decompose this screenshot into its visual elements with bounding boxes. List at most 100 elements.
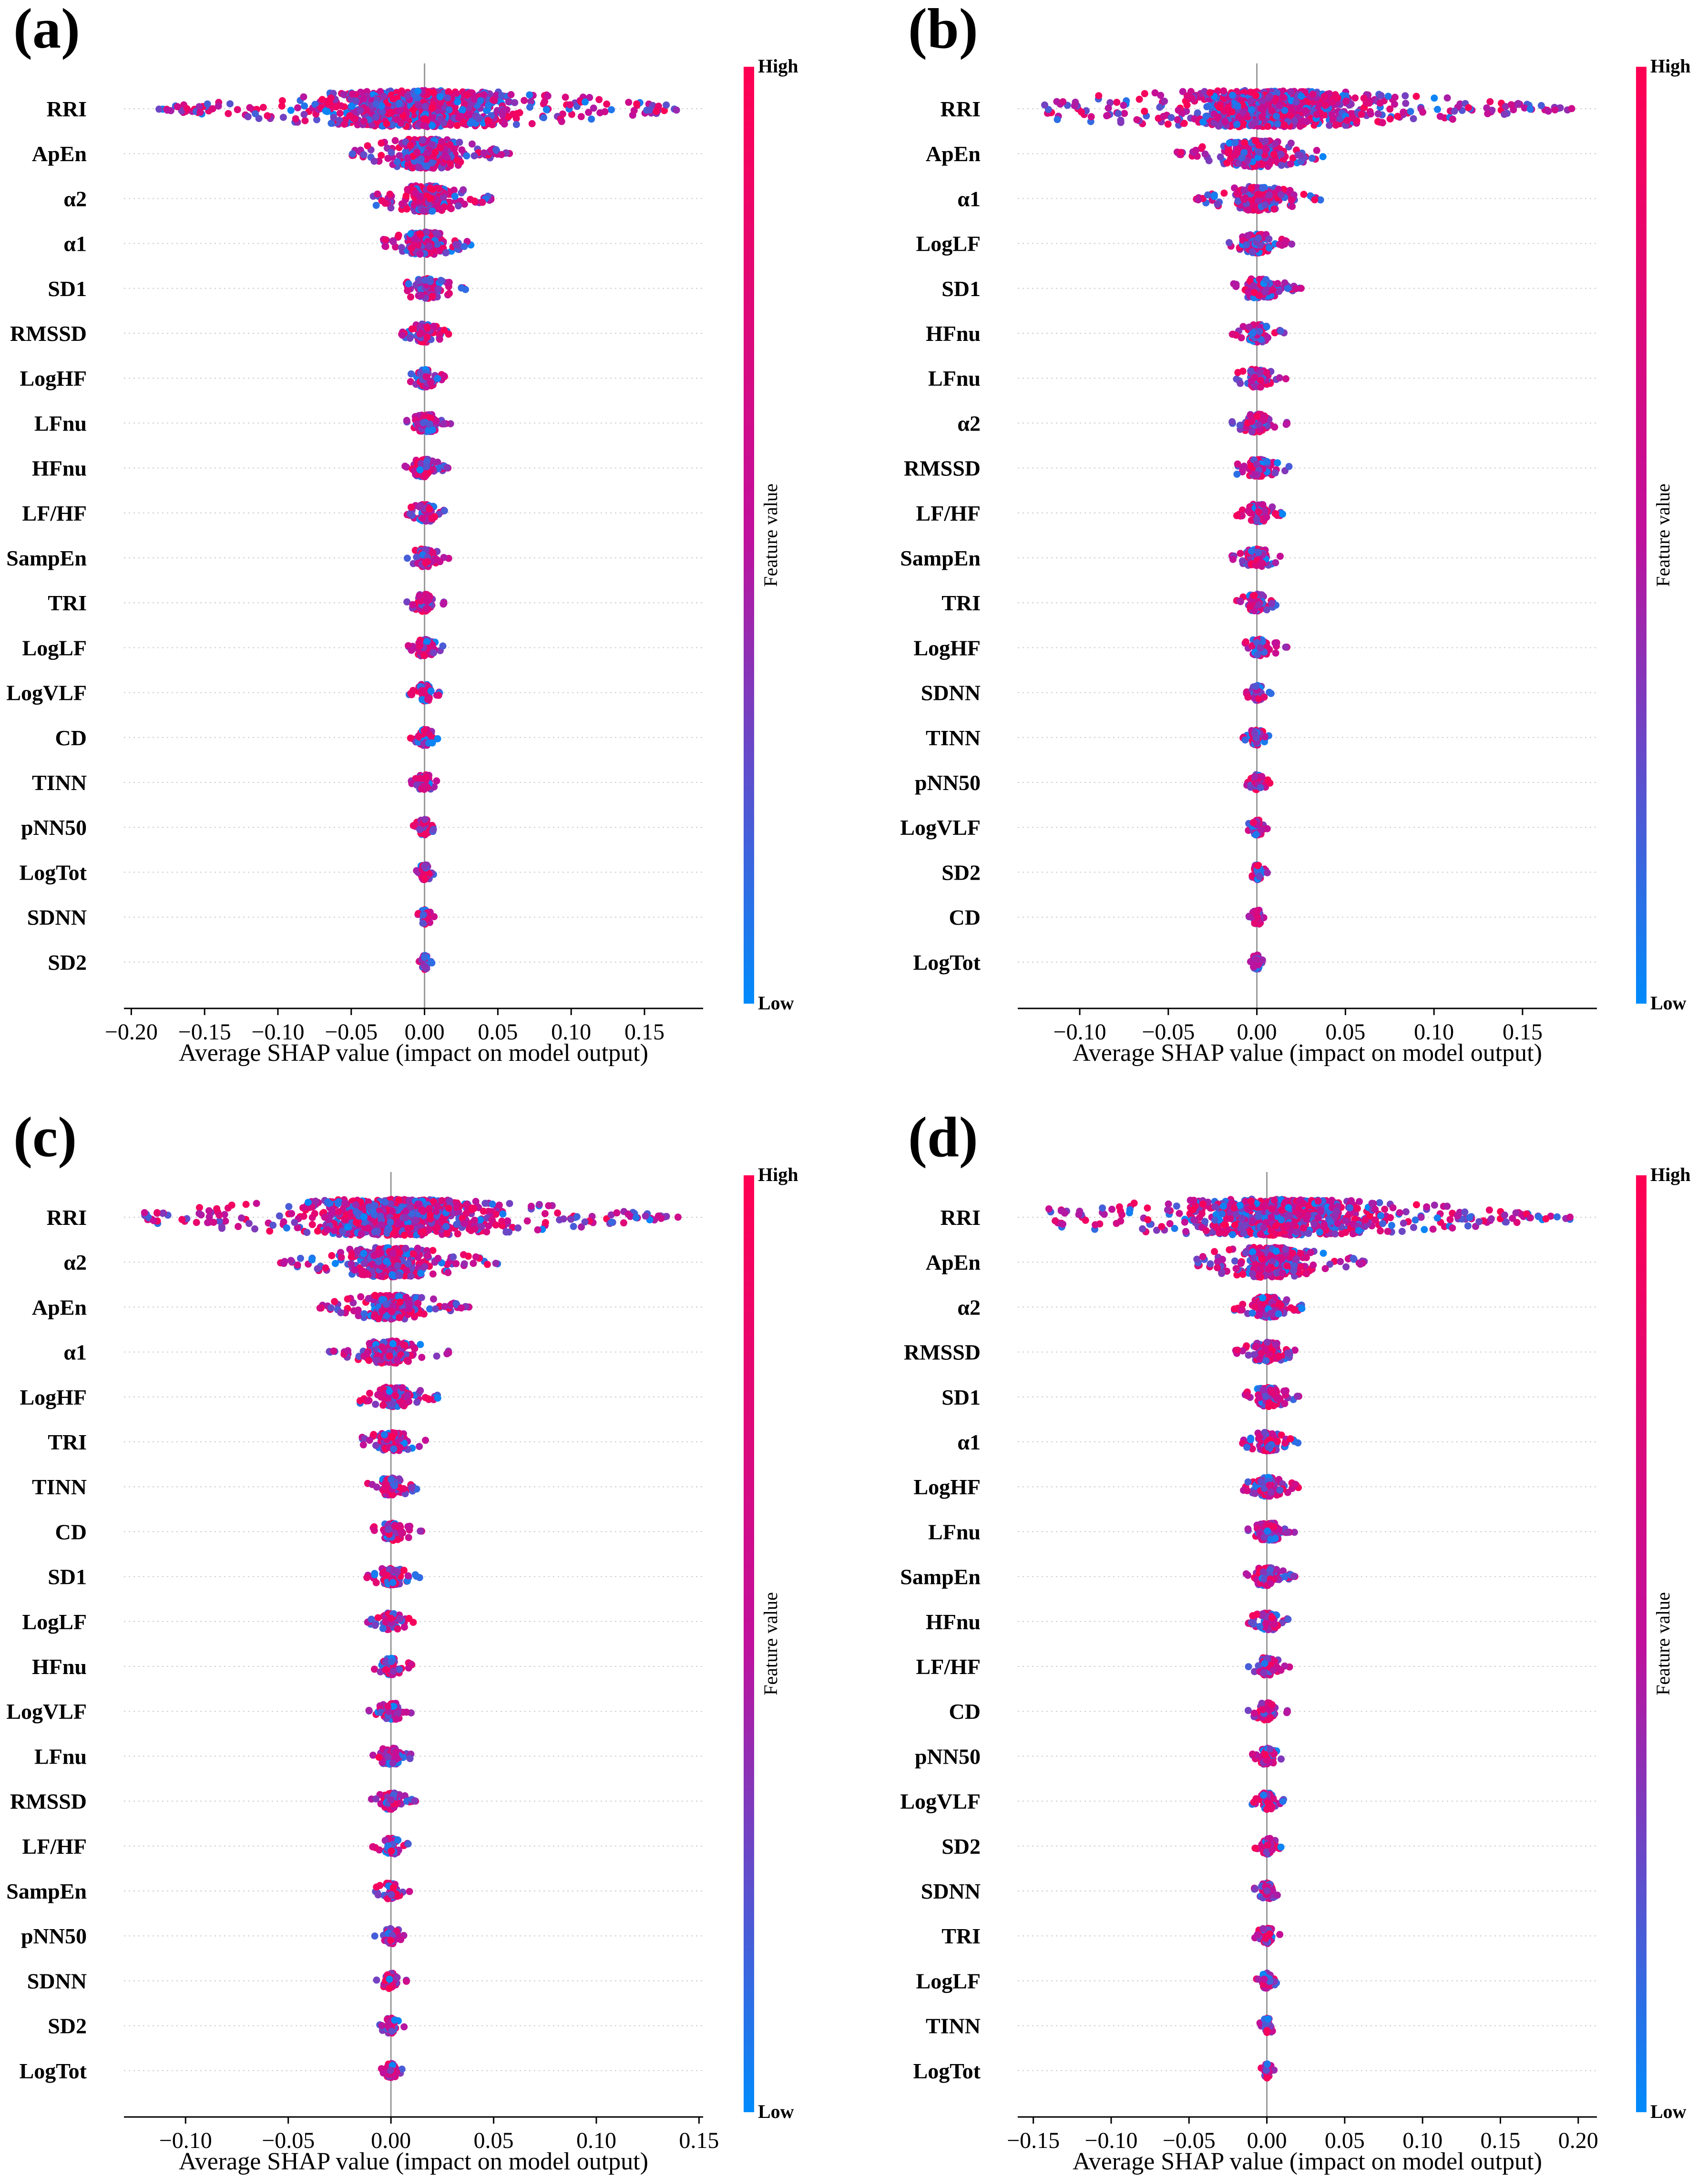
shap-point — [348, 150, 356, 158]
shap-point — [244, 113, 252, 121]
shap-point — [391, 137, 399, 144]
shap-point — [413, 554, 420, 561]
shap-point — [573, 103, 581, 110]
colorbar — [744, 67, 754, 1004]
shap-point — [389, 237, 397, 245]
shap-point — [1281, 240, 1289, 248]
shap-point — [427, 687, 435, 695]
shap-point — [445, 106, 453, 113]
shap-point — [470, 95, 478, 103]
shap-point — [1220, 189, 1228, 197]
shap-point — [426, 505, 433, 513]
shap-point — [434, 285, 442, 293]
shap-point — [326, 98, 333, 106]
shap-point — [420, 652, 428, 659]
beeswarm-points — [155, 87, 680, 973]
shap-point — [499, 111, 506, 118]
shap-point — [1231, 139, 1239, 146]
shap-point — [1320, 93, 1328, 100]
shap-point — [413, 149, 421, 156]
shap-point — [364, 142, 371, 150]
shap-point — [1059, 98, 1067, 105]
feature-label: CD — [55, 726, 87, 750]
shap-point — [484, 117, 492, 124]
shap-point — [278, 97, 286, 104]
shap-point — [507, 91, 515, 98]
shap-point — [1300, 191, 1308, 198]
shap-point — [446, 141, 454, 148]
shap-point — [348, 90, 356, 98]
shap-point — [1239, 109, 1247, 116]
shap-point — [454, 98, 461, 106]
shap-point — [1334, 94, 1341, 102]
shap-point — [416, 592, 423, 599]
shap-point — [380, 92, 388, 100]
shap-point — [421, 875, 429, 883]
shap-point — [1103, 112, 1111, 120]
shap-point — [1451, 107, 1458, 115]
shap-point — [381, 199, 389, 207]
shap-point — [479, 198, 486, 206]
shap-point — [252, 110, 259, 117]
shap-point — [456, 138, 463, 146]
feature-label: α1 — [63, 232, 87, 256]
shap-point — [424, 558, 431, 565]
shap-point — [340, 91, 348, 98]
shap-point — [427, 414, 435, 422]
shap-point — [440, 420, 448, 428]
shap-point — [1277, 150, 1285, 158]
feature-label: LogVLF — [900, 815, 981, 840]
shap-point — [558, 118, 565, 125]
shap-point — [431, 148, 439, 156]
shap-point — [1183, 101, 1191, 109]
shap-point — [1120, 102, 1127, 109]
shap-point — [416, 466, 424, 473]
shap-point — [1255, 234, 1262, 242]
shap-point — [352, 97, 360, 105]
shap-point — [226, 100, 234, 108]
shap-point — [422, 228, 430, 236]
shap-point — [428, 141, 436, 148]
shap-point — [421, 782, 429, 790]
shap-point — [1226, 106, 1233, 114]
shap-point — [540, 114, 547, 122]
shap-point — [1537, 102, 1545, 109]
shap-point — [1303, 118, 1310, 125]
shap-point — [451, 193, 459, 200]
shap-point — [1248, 106, 1255, 113]
shap-point — [1278, 162, 1285, 169]
shap-point — [1252, 92, 1260, 99]
shap-point — [1277, 191, 1285, 198]
shap-point — [1384, 92, 1392, 100]
panel-letter: (b) — [908, 0, 978, 60]
shap-point — [1321, 102, 1329, 109]
shap-point — [421, 963, 429, 970]
shap-point — [457, 158, 464, 166]
shap-point — [440, 600, 447, 608]
feature-label: LogLF — [916, 232, 981, 256]
shap-point — [423, 333, 431, 341]
feature-label: LogHF — [913, 636, 981, 660]
feature-label: CD — [949, 905, 981, 930]
shap-point — [393, 116, 400, 123]
shap-point — [422, 471, 430, 479]
shap-point — [407, 142, 414, 149]
feature-label: RMSSD — [904, 456, 981, 481]
shap-point — [588, 115, 595, 123]
feature-label: LFnu — [34, 411, 87, 435]
shap-point — [1484, 110, 1492, 117]
shap-point — [183, 105, 191, 113]
shap-point — [246, 104, 254, 112]
shap-point — [452, 90, 460, 97]
shap-point — [382, 236, 389, 244]
shap-point — [489, 96, 497, 103]
shap-point — [423, 324, 431, 332]
feature-label: SD1 — [48, 277, 87, 301]
shap-point — [444, 94, 451, 102]
shap-point — [1238, 154, 1246, 162]
shap-point — [1266, 92, 1274, 100]
shap-point — [1141, 107, 1148, 115]
shap-point — [418, 155, 425, 163]
shap-point — [332, 103, 340, 111]
shap-point — [475, 115, 482, 123]
